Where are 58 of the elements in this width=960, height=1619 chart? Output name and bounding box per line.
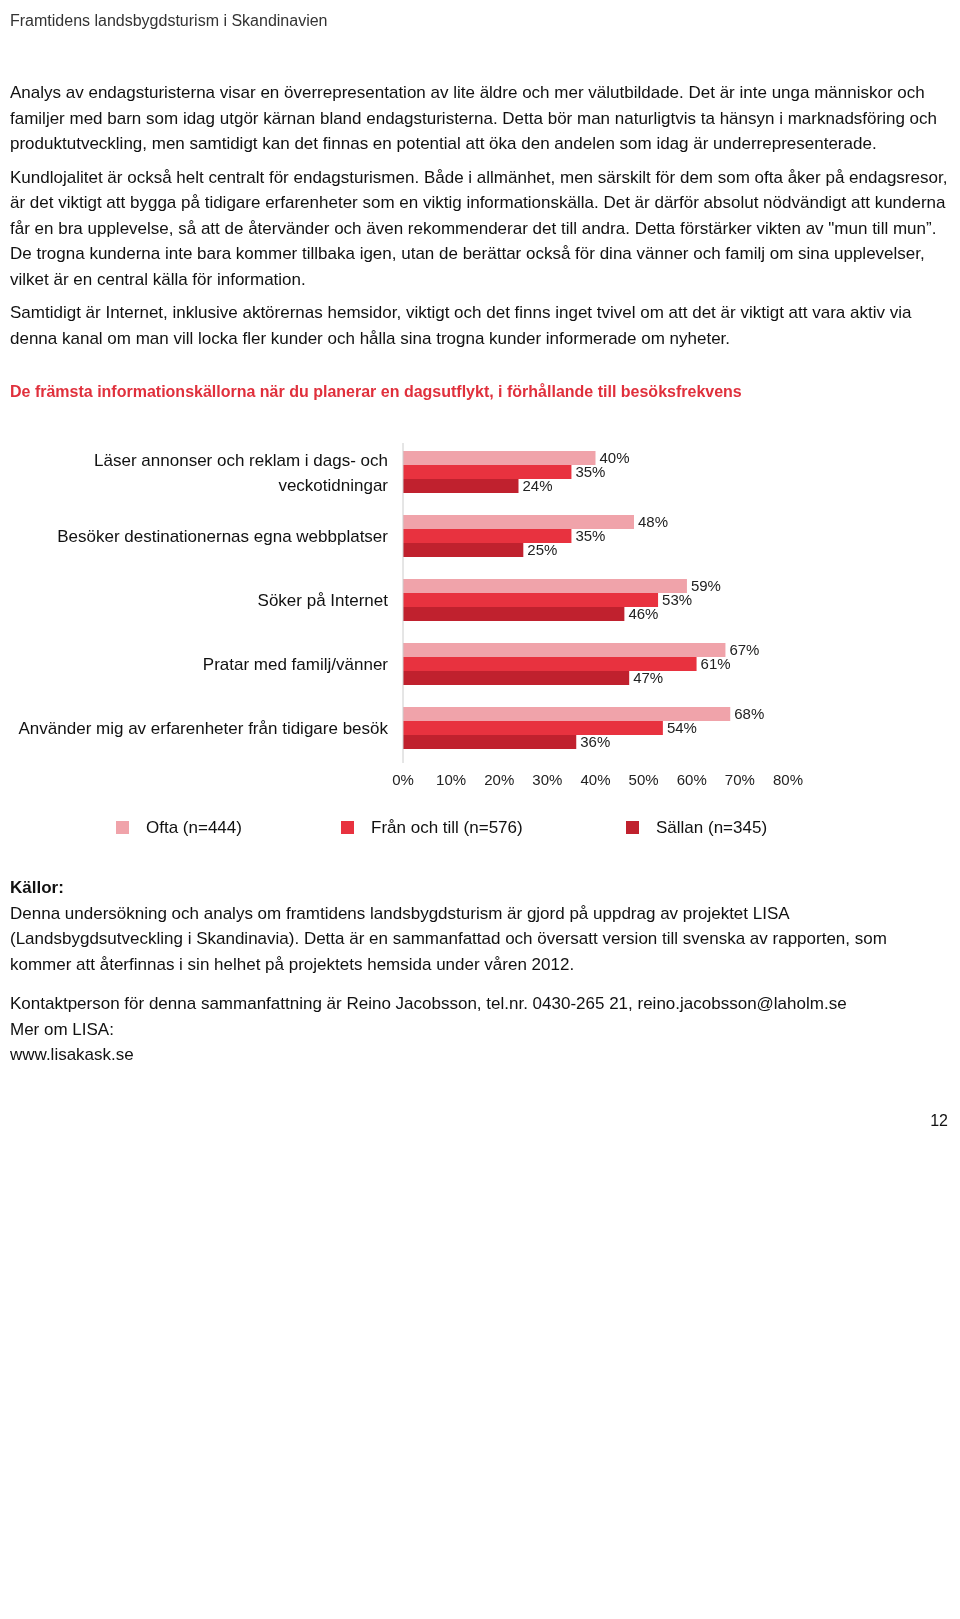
text: Kontaktperson för denna sammanfattning är Reino Jacobsson, tel.nr. 0430-265 21, reino.jacobsson@laholm.se bbox=[10, 994, 847, 1013]
x-tick-label: 20% bbox=[484, 771, 515, 788]
bar bbox=[403, 543, 524, 557]
x-tick-label: 80% bbox=[772, 771, 804, 788]
text: Framtidens landsbygdsturism i Skandinavien bbox=[10, 12, 328, 29]
bar bbox=[403, 707, 731, 721]
bar bbox=[403, 593, 659, 607]
data-label: 25% bbox=[527, 541, 558, 558]
text: Samtidigt är Internet, inklusive aktörernas hemsidor, viktigt och det finns inget tvivel om att det är viktigt att vara aktiv via denna kanal om man vill locka fler kunder och hålla sina trogna kunder informerade om nyheter. bbox=[10, 303, 912, 348]
bar bbox=[403, 579, 687, 593]
data-label: 68% bbox=[734, 705, 765, 722]
data-label: 61% bbox=[700, 655, 731, 672]
data-label: 36% bbox=[580, 733, 611, 750]
text: 12 bbox=[930, 1111, 949, 1129]
x-tick-label: 0% bbox=[392, 771, 414, 788]
data-label: 24% bbox=[522, 477, 553, 494]
data-label: 48% bbox=[638, 513, 669, 530]
bar bbox=[403, 671, 630, 685]
data-label: 40% bbox=[599, 449, 630, 466]
bar bbox=[403, 721, 663, 735]
chart-title: De främsta informationskällorna när du planerar en dagsutflykt, i förhållande till besöksfrekvens bbox=[10, 383, 742, 400]
text: Denna undersökning och analys om framtidens landsbygdsturism är gjord på uppdrag av projektet LISA (Landsbygdsutveckling i Skandinavia). Detta är en sammanfattad och översatt version till svenska av rapporten, som kommer att återfinnas i sin helhet på projektets hemsida under våren 2012. bbox=[10, 903, 887, 974]
y-tick-label: Söker på Internet bbox=[257, 591, 389, 610]
data-label: 54% bbox=[666, 719, 697, 736]
text: www.lisakask.se bbox=[9, 1045, 134, 1064]
legend-label: Från och till (n=576) bbox=[371, 818, 523, 837]
x-tick-label: 60% bbox=[676, 771, 707, 788]
bar bbox=[403, 465, 572, 479]
y-tick-label: Läser annonser och reklam i dags- och veckotidningar bbox=[94, 450, 389, 495]
bar bbox=[403, 451, 596, 465]
data-label: 35% bbox=[575, 463, 606, 480]
bar bbox=[403, 735, 577, 749]
x-tick-label: 30% bbox=[532, 771, 563, 788]
x-tick-label: 10% bbox=[436, 771, 467, 788]
text: Källor: bbox=[10, 878, 64, 897]
legend-label: Ofta (n=444) bbox=[146, 818, 242, 837]
bar bbox=[403, 643, 726, 657]
bar bbox=[403, 607, 625, 621]
x-tick-label: 40% bbox=[580, 771, 611, 788]
bar bbox=[403, 529, 572, 543]
text: Mer om LISA: bbox=[10, 1019, 114, 1039]
data-label: 46% bbox=[628, 605, 659, 622]
data-label: 35% bbox=[575, 527, 606, 544]
data-label: 53% bbox=[662, 591, 693, 608]
text: Analys av endagsturisterna visar en överrepresentation av lite äldre och mer välutbildade. Det är inte unga människor och familjer med barn som idag utgör kärnan bland endagsturisterna. Detta bör man naturligtvis ta hänsyn i marknadsföring och produktutveckling, men samtidigt kan det finnas en potential att öka den andelen som idag är underrepresenterade. bbox=[10, 83, 937, 153]
data-label: 67% bbox=[729, 641, 760, 658]
data-label: 59% bbox=[690, 577, 721, 594]
y-tick-label: Besöker destinationernas egna webbplatser bbox=[57, 527, 389, 546]
x-tick-label: 70% bbox=[724, 771, 755, 788]
legend-label: Sällan (n=345) bbox=[656, 818, 768, 837]
data-label: 47% bbox=[633, 669, 664, 686]
bar bbox=[403, 479, 519, 493]
y-tick-label: Använder mig av erfarenheter från tidigare besök bbox=[18, 719, 389, 738]
y-tick-label: Pratar med familj/vänner bbox=[202, 655, 389, 674]
text: Kundlojalitet är också helt centralt för endagsturismen. Både i allmänhet, men särskilt för dem som ofta åker på endagsresor, är det viktigt att bygga på tidigare erfarenheter som en viktig informationskälla. Det är därför absolut nödvändigt att kunderna får en bra upplevelse, så att de återvänder och även rekommenderar det till andra. Detta förstärker vikten av "mun till mun”. De trogna kunderna inte bara kommer tillbaka igen, utan de berättar också för dina vänner och familj om sina upplevelser, vilket är en central källa för information. bbox=[10, 167, 948, 289]
bar bbox=[403, 515, 634, 529]
bar bbox=[403, 657, 697, 671]
x-tick-label: 50% bbox=[628, 771, 659, 788]
